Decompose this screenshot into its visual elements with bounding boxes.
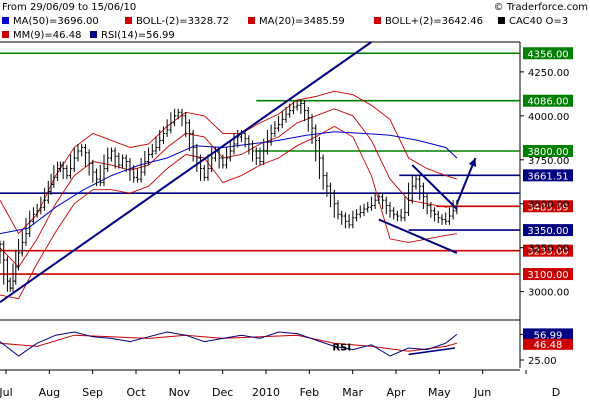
x-tick-label: Aug [39, 386, 60, 399]
level-label: 4086.00 [527, 97, 568, 108]
legend-swatch [2, 31, 9, 38]
boll-upper-line [0, 90, 458, 235]
x-tick-label: Sep [82, 386, 103, 399]
y-tick-label: 3500.00 [528, 200, 569, 211]
legend-entry: MM(9)=46.48 [13, 30, 81, 41]
level-label: 3233.00 [527, 247, 568, 258]
rsi-panel-label: RSI [332, 342, 351, 353]
trendline [411, 164, 458, 210]
source-credit: © Traderforce.com [494, 2, 588, 13]
x-tick-label: Nov [169, 386, 191, 399]
legend-swatch [2, 17, 9, 24]
rsi-value-box [523, 328, 573, 341]
level-label-box [523, 169, 573, 182]
legend-swatch [125, 17, 132, 24]
indicator-lines [0, 90, 458, 300]
rsi-trendline [408, 347, 456, 356]
level-label-box [523, 268, 573, 281]
rsi-value-label: 56.99 [534, 330, 563, 341]
rsi-line [0, 331, 458, 357]
x-tick-label: Jun [473, 386, 491, 399]
level-label: 3100.00 [527, 270, 568, 281]
y-tick-label: 3750.00 [528, 156, 569, 167]
level-label: 3350.00 [527, 226, 568, 237]
trendline [378, 218, 458, 254]
legend-swatch [498, 17, 505, 24]
x-tick-label: D [552, 386, 560, 399]
level-label-box [523, 244, 573, 257]
legend: MA(50)=3696.00 BOLL-(2)=3328.72 MA(20)=348… [2, 16, 568, 41]
projection-arrowhead [468, 158, 477, 168]
legend-entry: BOLL+(2)=3642.46 [385, 16, 483, 27]
grid-lines [0, 41, 521, 371]
trendline [0, 41, 373, 303]
legend-swatch [374, 17, 381, 24]
ma50-line [0, 131, 458, 235]
x-tick-label: Apr [386, 386, 406, 399]
date-range: From 29/06/09 to 15/06/10 [2, 2, 136, 13]
x-tick-label: Oct [126, 386, 146, 399]
level-label-box [523, 94, 573, 107]
legend-entry: CAC40 O=3 [509, 16, 568, 27]
level-label-box [523, 200, 573, 213]
x-tick-label: Dec [212, 386, 233, 399]
level-label: 3800.00 [527, 147, 568, 158]
y-tick-label: 4250.00 [528, 68, 569, 79]
x-tick-label: Jul [0, 386, 13, 399]
legend-swatch [248, 17, 255, 24]
legend-swatch [90, 31, 97, 38]
x-tick-label: Feb [300, 386, 319, 399]
price-series [0, 100, 459, 292]
level-label-box [523, 144, 573, 157]
level-label: 3485.59 [527, 202, 568, 213]
y-tick-label: 4000.00 [528, 112, 569, 123]
rsi-tick-label: 25.00 [528, 356, 557, 367]
trendlines [0, 41, 477, 303]
level-label: 3661.51 [527, 171, 568, 182]
legend-entry: BOLL-(2)=3328.72 [136, 16, 229, 27]
level-label: 4356.00 [527, 49, 568, 60]
mm-value-box [523, 338, 573, 350]
x-tick-label: 2010 [252, 386, 280, 399]
y-axis: 3000.00 3250.00 3500.00 3750.00 4000.00 4250.… [520, 68, 569, 299]
boll-lower-line [0, 125, 457, 300]
horizontal-levels: 4356.00 4086.00 3800.00 3661.51 3485.59 3350.… [0, 47, 573, 281]
x-axis: Jul Aug Sep Oct Nov Dec 2010 Feb Mar Apr May Jun D [0, 370, 560, 399]
level-label-box [523, 224, 573, 237]
legend-entry: MA(20)=3485.59 [259, 16, 345, 27]
y-tick-label: 3250.00 [528, 244, 569, 255]
x-tick-label: May [428, 386, 451, 399]
projection-arrow [455, 157, 477, 205]
legend-entry: MA(50)=3696.00 [13, 16, 99, 27]
mm-value-label: 46.48 [534, 340, 563, 351]
legend-entry: RSI(14)=56.99 [101, 30, 175, 41]
level-label-box [523, 47, 573, 60]
ma20-line [0, 108, 457, 268]
y-tick-label: 3000.00 [528, 288, 569, 299]
x-tick-label: Mar [342, 386, 363, 399]
